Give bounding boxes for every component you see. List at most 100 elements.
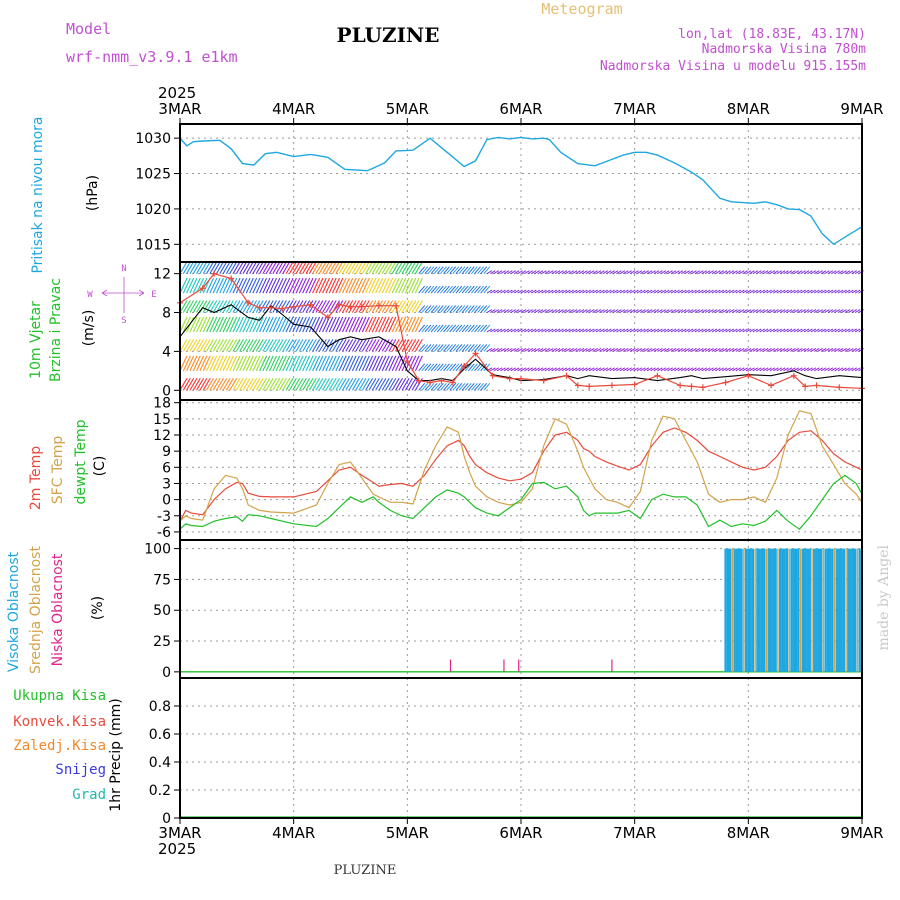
- wind-barb: [657, 309, 663, 313]
- wind-barb: [684, 328, 690, 333]
- precip-legend-0: Ukupna Kisa: [13, 688, 106, 704]
- wind-barb: [582, 347, 588, 352]
- wind-barb: [206, 339, 214, 352]
- wind-barb: [612, 328, 619, 333]
- wind-barb: [490, 270, 496, 275]
- wind-barb: [239, 355, 248, 372]
- gust-marker: [745, 372, 752, 379]
- wind-barb: [824, 367, 830, 372]
- wind-barb: [408, 316, 417, 333]
- wind-barb: [735, 347, 742, 352]
- wind-barb: [820, 289, 827, 294]
- wind-barb: [430, 363, 438, 372]
- wind-barb: [503, 347, 510, 352]
- wind-barb: [269, 277, 278, 294]
- wind-barb: [259, 277, 268, 294]
- wind-barb: [725, 328, 731, 333]
- wind-barb: [827, 289, 834, 294]
- y-tick-label: 0: [162, 383, 171, 399]
- wind-barb: [790, 367, 796, 372]
- y-tick-label: 0.8: [149, 699, 171, 715]
- wind-barb: [599, 270, 605, 275]
- wind-barb: [766, 289, 772, 294]
- wind-barb: [443, 363, 450, 372]
- wind-barb: [269, 339, 277, 352]
- wind-barb: [807, 347, 813, 352]
- wind-barb: [527, 367, 534, 372]
- wind-barb: [595, 289, 602, 294]
- wind-barb: [503, 309, 510, 313]
- wind-barb: [623, 270, 629, 275]
- wind-barb: [831, 289, 837, 294]
- wind-barb: [527, 270, 534, 275]
- wind-barb: [411, 277, 420, 294]
- wind-barb: [854, 328, 861, 333]
- wind-barb: [235, 300, 244, 313]
- wind-barb: [245, 277, 254, 294]
- compass-west: W: [87, 290, 93, 300]
- wind-barb: [414, 355, 423, 372]
- wind-barb: [820, 270, 827, 275]
- wind-barb: [249, 378, 258, 391]
- wind-barb: [793, 347, 800, 352]
- wind-barb: [749, 328, 755, 333]
- wind-barb: [831, 309, 837, 313]
- wind-barb: [245, 300, 254, 313]
- wind-barb: [629, 270, 636, 275]
- wind-barb: [471, 285, 478, 294]
- wind-barb: [513, 367, 520, 372]
- wind-barb: [318, 300, 327, 313]
- wind-barb: [612, 289, 619, 294]
- wind-barb: [636, 309, 643, 313]
- wind-barb: [667, 309, 673, 313]
- wind-barb: [820, 309, 827, 313]
- wind-barb: [592, 367, 598, 372]
- wind-barb: [325, 261, 334, 274]
- wind-barb: [592, 347, 598, 352]
- wind-barb: [735, 367, 742, 372]
- wind-barb: [371, 339, 380, 352]
- wind-barb: [282, 300, 291, 313]
- wind-barb: [455, 344, 463, 352]
- wind-barb: [355, 355, 364, 372]
- wind-barb: [524, 309, 530, 313]
- wind-barb: [358, 355, 367, 372]
- wind-barb: [493, 270, 499, 275]
- wind-barb: [609, 270, 615, 275]
- wind-barb: [844, 309, 851, 313]
- wind-barb: [575, 270, 581, 275]
- wind-barb: [433, 285, 441, 294]
- wind-barb: [721, 289, 728, 294]
- wind-barb: [807, 367, 813, 372]
- wind-barb: [229, 316, 238, 333]
- wind-barb: [738, 347, 745, 352]
- wind-barb: [848, 347, 854, 352]
- wind-barb: [464, 305, 472, 313]
- wind-barb: [449, 285, 457, 294]
- wind-barb: [378, 339, 387, 352]
- wind-barb: [745, 289, 752, 294]
- wind-barb: [657, 328, 663, 333]
- wind-barb: [670, 309, 677, 313]
- wind-barb: [643, 270, 650, 275]
- wind-barb: [443, 344, 450, 352]
- wind-barb: [810, 289, 817, 294]
- wind-barb: [530, 347, 537, 352]
- wind-barb: [192, 316, 201, 333]
- wind-barb: [192, 277, 201, 294]
- wind-barb: [368, 339, 377, 352]
- wind-barb: [348, 339, 357, 352]
- wind-barb: [315, 355, 324, 372]
- wind-barb: [455, 266, 463, 274]
- wind-barb: [288, 277, 297, 294]
- wind-barb: [401, 316, 410, 333]
- wind-barb: [561, 289, 568, 294]
- wind-barb: [436, 305, 444, 313]
- wind-barb: [595, 270, 602, 275]
- wind-barb: [633, 347, 639, 352]
- wind-barb: [530, 367, 537, 372]
- wind-barb: [534, 328, 540, 333]
- wind-barb: [298, 277, 307, 294]
- wind-barb: [694, 289, 701, 294]
- wind-barb: [391, 277, 400, 294]
